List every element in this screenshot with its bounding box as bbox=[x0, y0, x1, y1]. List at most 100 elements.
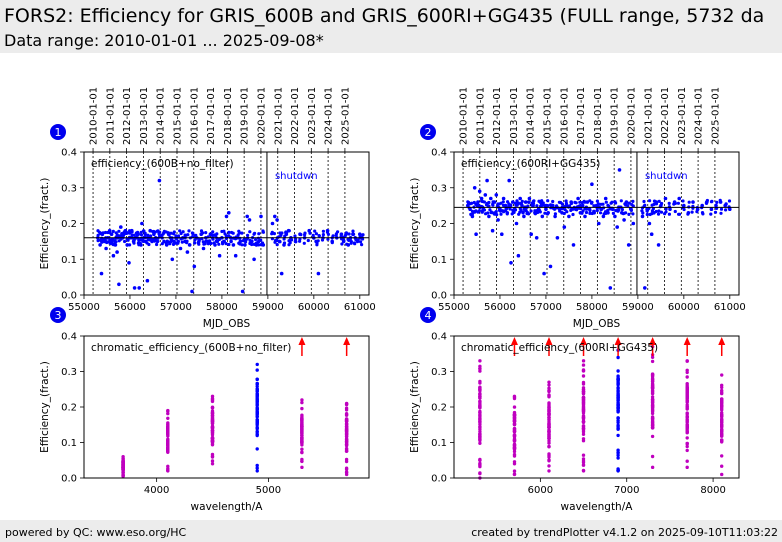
panel1-y-axis-label: Efficiency_(fract.) bbox=[39, 178, 51, 270]
panel4-data-point bbox=[720, 454, 724, 458]
panel4-data-point bbox=[720, 373, 724, 377]
panel1-data-point bbox=[285, 231, 289, 235]
panel1-data-point bbox=[101, 231, 105, 235]
panel3-data-point bbox=[344, 427, 349, 431]
panel3-data-point bbox=[300, 440, 304, 444]
panel1-data-point bbox=[254, 241, 258, 245]
panel2-data-point bbox=[724, 202, 728, 206]
panel2-data-point bbox=[516, 201, 521, 205]
panel2-y-tick-label: 0.3 bbox=[431, 183, 447, 194]
panel1-data-point bbox=[360, 243, 364, 247]
panel1-data-point bbox=[185, 250, 190, 254]
panel4-data-point bbox=[685, 359, 689, 363]
panel4-data-point bbox=[685, 448, 689, 453]
panel4-data-point bbox=[685, 392, 689, 396]
panel2-data-point bbox=[474, 232, 478, 236]
panel2-data-point bbox=[507, 178, 512, 183]
panel4-data-point bbox=[478, 461, 482, 466]
panel3-data-point bbox=[344, 408, 349, 412]
panel1-top-axis-label: 2022-01-01 bbox=[290, 87, 301, 145]
panel3-data-point bbox=[255, 406, 259, 410]
panel4-data-point bbox=[478, 434, 482, 439]
panel4-data-point bbox=[581, 426, 586, 431]
panel2-data-point bbox=[589, 201, 594, 205]
panel1-data-point bbox=[169, 231, 173, 235]
panel1-y-tick-label: 0.3 bbox=[61, 183, 77, 194]
panel1-data-point bbox=[136, 230, 140, 234]
panel2-data-point bbox=[522, 214, 526, 219]
panel3-data-point bbox=[255, 463, 259, 468]
panel4-y-axis-label: Efficiency_(fract.) bbox=[409, 361, 421, 453]
panel1-data-point bbox=[257, 243, 261, 247]
panel2-data-point bbox=[575, 208, 579, 212]
panel4-data-point bbox=[547, 469, 551, 473]
panel4-badge-number: 4 bbox=[425, 309, 432, 322]
panel4-data-point bbox=[616, 448, 620, 452]
panel3-data-point bbox=[210, 394, 215, 399]
panel4-data-point bbox=[478, 429, 482, 434]
panel4-data-point bbox=[478, 437, 482, 441]
panel2-x-tick-label: 61000 bbox=[714, 302, 746, 313]
panel2-data-point bbox=[535, 204, 539, 208]
panel4-data-point bbox=[581, 424, 586, 428]
panel2-data-point bbox=[553, 212, 558, 216]
panel2-data-point bbox=[640, 214, 645, 219]
panel2-top-axis-label: 2015-01-01 bbox=[542, 87, 553, 145]
panel1-data-point bbox=[214, 239, 218, 243]
panel4-data-point bbox=[478, 464, 482, 469]
panel1-data-point bbox=[299, 233, 303, 237]
page-title: FORS2: Efficiency for GRIS_600B and GRIS… bbox=[4, 5, 765, 27]
panel1-data-point bbox=[212, 241, 216, 245]
panel2-top-axis-label: 2013-01-01 bbox=[509, 87, 520, 145]
panel2-top-axis-label: 2020-01-01 bbox=[626, 87, 637, 145]
panel4-plot-frame bbox=[453, 335, 740, 479]
panel1-y-tick-label: 0.0 bbox=[61, 291, 77, 302]
panel1-data-point bbox=[229, 239, 233, 244]
panel4-x-tick-label: 6000 bbox=[528, 485, 553, 496]
panel4-data-point bbox=[720, 430, 724, 434]
panel2-data-point bbox=[631, 204, 635, 208]
panel2-data-point bbox=[489, 196, 493, 201]
panel4-data-point bbox=[616, 396, 620, 400]
panel3-data-point bbox=[344, 467, 349, 471]
panel2-data-point bbox=[553, 214, 557, 219]
panel3-data-point bbox=[300, 427, 304, 431]
panel2-x-axis-label: MJD_OBS bbox=[573, 318, 621, 330]
panel2-data-point bbox=[499, 212, 503, 216]
panel4-data-point bbox=[685, 415, 689, 420]
panel4-data-point bbox=[512, 469, 517, 473]
panel2-top-axis-label: 2014-01-01 bbox=[526, 87, 537, 145]
panel2-data-point bbox=[584, 210, 589, 215]
panel2-data-point bbox=[660, 201, 664, 206]
panel2-data-point bbox=[476, 200, 480, 204]
panel2-data-point bbox=[643, 203, 647, 207]
panel2-data-point bbox=[493, 212, 497, 216]
panel1-data-point bbox=[139, 233, 144, 237]
panel4-data-point bbox=[685, 411, 689, 415]
panel2-x-tick-label: 56000 bbox=[484, 302, 516, 313]
panel3-data-point bbox=[255, 388, 259, 392]
panel2-data-point bbox=[629, 208, 634, 212]
panel1-data-point bbox=[308, 231, 312, 235]
panel1-data-point bbox=[103, 238, 107, 242]
panel4-data-point bbox=[685, 459, 689, 463]
panel4-data-point bbox=[478, 399, 482, 403]
panel4-data-point bbox=[581, 463, 586, 467]
panel1-data-point bbox=[273, 214, 277, 219]
panel3-data-point bbox=[255, 402, 259, 406]
panel4-data-point bbox=[685, 385, 689, 389]
panel4-data-point bbox=[616, 381, 620, 385]
panel4-y-tick-label: 0.1 bbox=[431, 438, 447, 449]
panel4-data-point bbox=[616, 385, 620, 390]
panel3-data-point bbox=[166, 425, 170, 429]
panel1-data-point bbox=[209, 241, 213, 246]
panel2-data-point bbox=[483, 193, 488, 197]
panel2-data-point bbox=[472, 186, 477, 190]
panel1-data-point bbox=[186, 233, 190, 237]
panel1-top-axis-label: 2013-01-01 bbox=[139, 87, 150, 145]
panel4-data-point bbox=[650, 411, 655, 416]
panel3-badge-number: 3 bbox=[55, 309, 62, 322]
panel3-data-point bbox=[344, 442, 349, 447]
panel4-data-point bbox=[547, 444, 551, 449]
panel1-data-point bbox=[190, 289, 194, 294]
